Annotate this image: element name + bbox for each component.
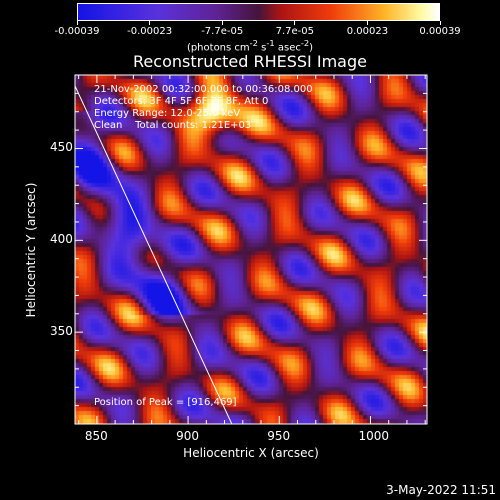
y-tick-label: 350 (50, 324, 73, 339)
x-tick-label: 850 (84, 429, 108, 443)
colorbar-tick-label: -0.00023 (127, 26, 173, 37)
x-tick-label: 1000 (358, 429, 389, 443)
plot-datestamp: 3-May-2022 11:51 (386, 483, 496, 497)
y-tick-label: 400 (50, 232, 73, 247)
colorbar-tick-mark (366, 21, 368, 25)
energy-range-label: Energy Range: 12.0-25.0 keV (94, 108, 241, 119)
colorbar-tick-mark (294, 21, 296, 25)
y-tick-label: 450 (50, 140, 73, 155)
colorbar-tick-mark (149, 21, 151, 25)
peak-position-label: Position of Peak = [916,469] (94, 397, 237, 408)
time-range-label: 21-Nov-2002 00:32:00.000 to 00:36:08.000 (94, 84, 313, 95)
x-tick-label: 950 (267, 429, 291, 443)
colorbar-tick-label: 0.00023 (346, 26, 389, 37)
colorbar-tick-label: 0.00039 (419, 26, 461, 37)
plot-border (74, 74, 428, 425)
detectors-label: Detectors: 3F 4F 5F 6F 7F 8F, Att 0 (94, 96, 269, 107)
solar-limb-line (74, 85, 233, 425)
y-axis-label: Heliocentric Y (arcsec) (24, 182, 38, 318)
colorbar-tick-label: -0.00039 (54, 26, 100, 37)
x-axis-label: Heliocentric X (arcsec) (183, 446, 319, 460)
colorbar-tick-label: 7.7e-05 (275, 26, 314, 37)
colorbar-tick-mark (221, 21, 223, 25)
colorbar-tick-mark (76, 21, 78, 25)
x-tick-label: 900 (176, 429, 199, 443)
colorbar (77, 3, 440, 21)
clean-counts-label: Clean Total counts: 1.21E+03 (94, 120, 252, 131)
chart-title: Reconstructed RHESSI Image (133, 52, 367, 71)
colorbar-units: (photons cm-2 s-1 asec-2) (186, 38, 314, 54)
colorbar-tick-label: -7.7e-05 (201, 26, 244, 37)
heatmap-image (75, 75, 427, 424)
colorbar-tick-mark (439, 21, 441, 25)
